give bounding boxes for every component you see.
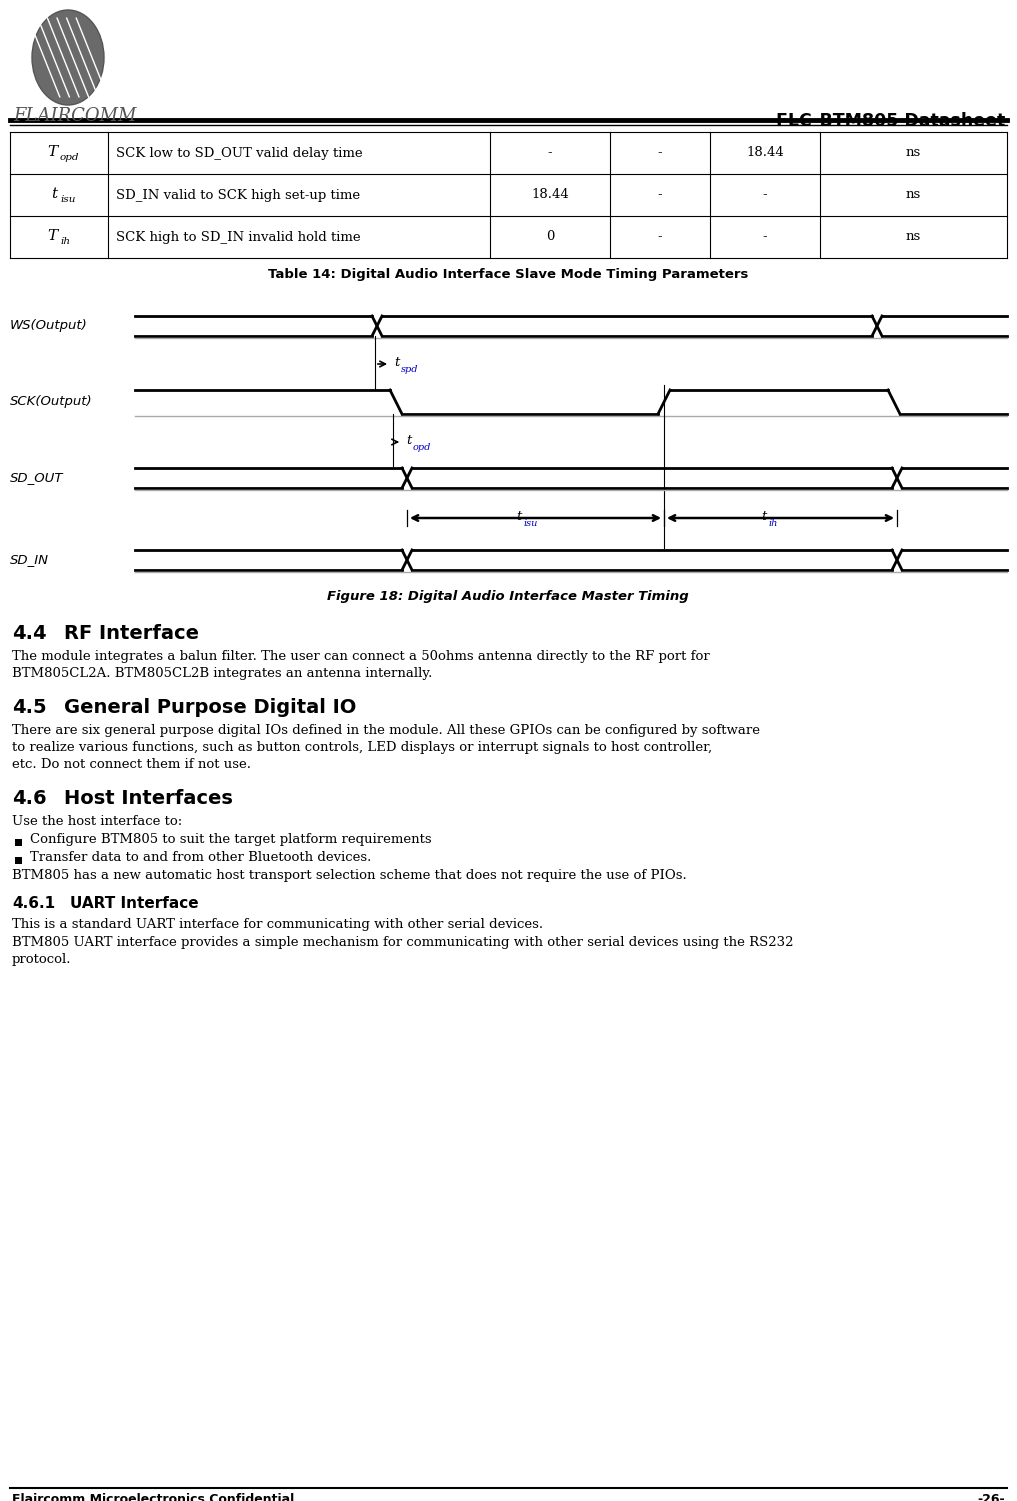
Text: -: - xyxy=(763,189,767,201)
Text: etc. Do not connect them if not use.: etc. Do not connect them if not use. xyxy=(12,758,251,772)
Text: General Purpose Digital IO: General Purpose Digital IO xyxy=(64,698,356,717)
Text: BTM805 UART interface provides a simple mechanism for communicating with other s: BTM805 UART interface provides a simple … xyxy=(12,937,793,949)
Text: SD_OUT: SD_OUT xyxy=(10,471,63,485)
Text: t: t xyxy=(51,188,57,201)
Text: isu: isu xyxy=(524,519,538,528)
Text: -: - xyxy=(658,231,662,243)
Text: T: T xyxy=(47,230,57,243)
Text: RF Interface: RF Interface xyxy=(64,624,199,642)
Text: t: t xyxy=(394,357,400,369)
Text: -: - xyxy=(548,147,552,159)
Text: SCK low to SD_OUT valid delay time: SCK low to SD_OUT valid delay time xyxy=(116,147,363,159)
Text: -: - xyxy=(763,231,767,243)
Text: isu: isu xyxy=(60,195,75,204)
Text: ns: ns xyxy=(906,147,921,159)
Text: Table 14: Digital Audio Interface Slave Mode Timing Parameters: Table 14: Digital Audio Interface Slave … xyxy=(267,269,749,281)
Text: 18.44: 18.44 xyxy=(746,147,784,159)
Text: Host Interfaces: Host Interfaces xyxy=(64,790,233,808)
Text: WS(Output): WS(Output) xyxy=(10,320,87,333)
Text: Figure 18: Digital Audio Interface Master Timing: Figure 18: Digital Audio Interface Maste… xyxy=(327,590,689,603)
Text: 4.6.1: 4.6.1 xyxy=(12,896,55,911)
Bar xyxy=(15,857,22,865)
Text: t: t xyxy=(516,510,522,524)
Text: This is a standard UART interface for communicating with other serial devices.: This is a standard UART interface for co… xyxy=(12,919,543,931)
Text: t: t xyxy=(761,510,767,524)
Text: protocol.: protocol. xyxy=(12,953,71,967)
Text: SCK high to SD_IN invalid hold time: SCK high to SD_IN invalid hold time xyxy=(116,231,361,243)
Text: -26-: -26- xyxy=(977,1493,1005,1501)
Text: FLC-BTM805 Datasheet: FLC-BTM805 Datasheet xyxy=(776,113,1005,131)
Text: ns: ns xyxy=(906,189,921,201)
Text: UART Interface: UART Interface xyxy=(70,896,198,911)
Text: 18.44: 18.44 xyxy=(531,189,569,201)
Text: BTM805 has a new automatic host transport selection scheme that does not require: BTM805 has a new automatic host transpor… xyxy=(12,869,686,883)
Text: -: - xyxy=(658,147,662,159)
Text: to realize various functions, such as button controls, LED displays or interrupt: to realize various functions, such as bu… xyxy=(12,741,712,754)
Text: t: t xyxy=(406,434,411,447)
Text: -: - xyxy=(658,189,662,201)
Text: 4.4: 4.4 xyxy=(12,624,47,642)
Text: Transfer data to and from other Bluetooth devices.: Transfer data to and from other Bluetoot… xyxy=(29,851,371,865)
Text: SD_IN valid to SCK high set-up time: SD_IN valid to SCK high set-up time xyxy=(116,189,360,201)
Text: The module integrates a balun filter. The user can connect a 50ohms antenna dire: The module integrates a balun filter. Th… xyxy=(12,650,710,663)
Text: 0: 0 xyxy=(546,231,554,243)
Ellipse shape xyxy=(32,11,104,105)
Text: There are six general purpose digital IOs defined in the module. All these GPIOs: There are six general purpose digital IO… xyxy=(12,723,760,737)
Text: SCK(Output): SCK(Output) xyxy=(10,395,93,408)
Text: spd: spd xyxy=(401,365,419,374)
Text: SD_IN: SD_IN xyxy=(10,554,49,566)
Text: ih: ih xyxy=(60,237,70,246)
Text: ih: ih xyxy=(769,519,778,528)
Text: opd: opd xyxy=(60,153,79,162)
Text: Configure BTM805 to suit the target platform requirements: Configure BTM805 to suit the target plat… xyxy=(29,833,431,847)
Text: Use the host interface to:: Use the host interface to: xyxy=(12,815,182,829)
Text: T: T xyxy=(47,146,57,159)
Text: 4.6: 4.6 xyxy=(12,790,47,808)
Text: 4.5: 4.5 xyxy=(12,698,47,717)
Text: BTM805CL2A. BTM805CL2B integrates an antenna internally.: BTM805CL2A. BTM805CL2B integrates an ant… xyxy=(12,666,432,680)
Text: opd: opd xyxy=(413,443,431,452)
Text: ns: ns xyxy=(906,231,921,243)
Bar xyxy=(15,839,22,847)
Text: Flaircomm Microelectronics Confidential: Flaircomm Microelectronics Confidential xyxy=(12,1493,294,1501)
Text: FLAIRCOMM: FLAIRCOMM xyxy=(13,107,136,125)
